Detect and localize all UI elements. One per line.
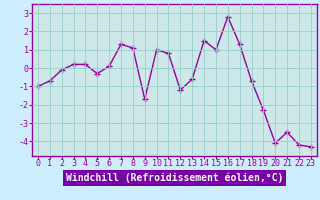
X-axis label: Windchill (Refroidissement éolien,°C): Windchill (Refroidissement éolien,°C): [66, 173, 283, 183]
